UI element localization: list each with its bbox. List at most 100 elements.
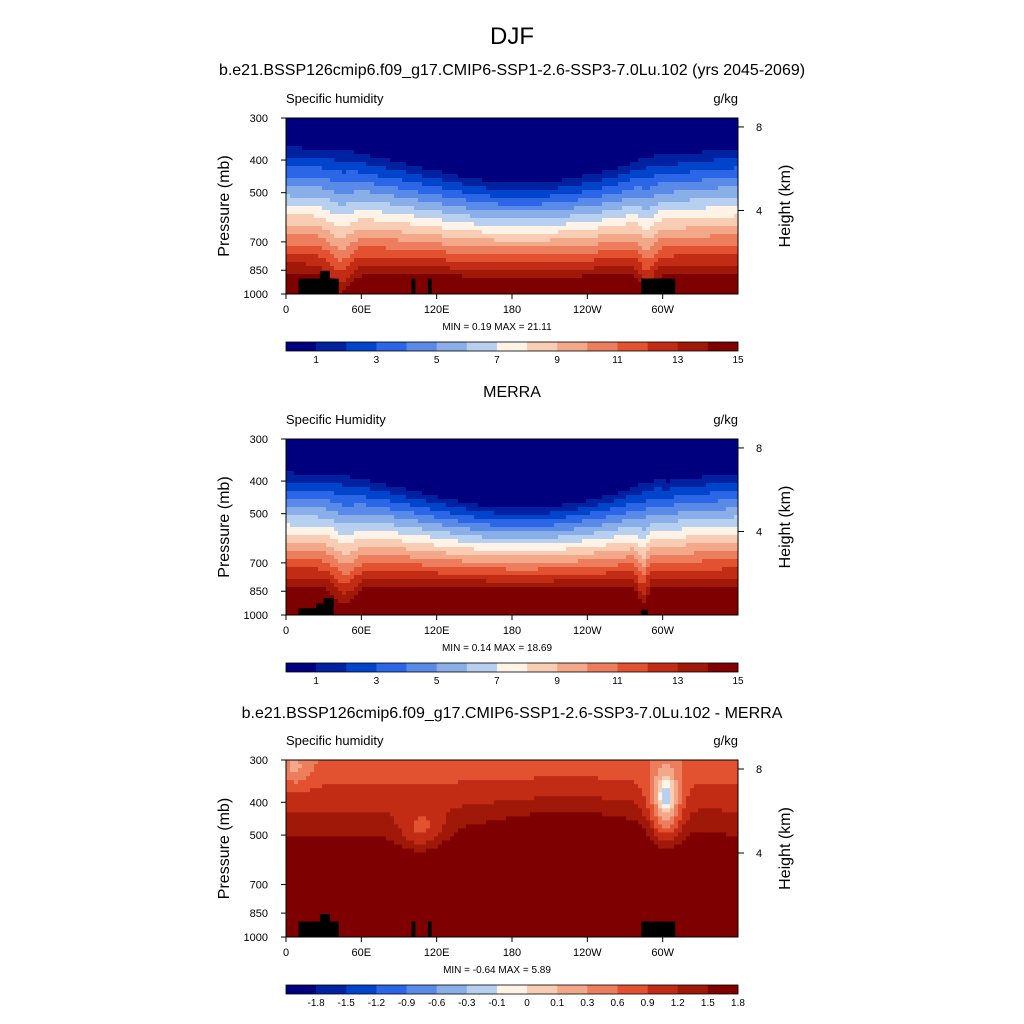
colorbar-swatch [647, 985, 679, 994]
x-tick-label: 180 [503, 625, 521, 637]
colorbar-swatch [406, 342, 437, 351]
y-tick-label: 500 [250, 188, 268, 200]
colorbar-label: 7 [494, 676, 500, 687]
colorbar-swatch [346, 663, 377, 672]
y2-axis-label: Height (km) [777, 807, 794, 890]
colorbar-label: 0.9 [641, 998, 655, 1009]
colorbar-label: 7 [494, 355, 500, 366]
colorbar-swatch [346, 985, 377, 994]
y-tick-label: 300 [250, 113, 268, 125]
x-tick-label: 60E [352, 304, 372, 316]
y-tick-label: 1000 [244, 610, 268, 622]
panel-2: MERRA Specific Humidity g/kg 0 60E 120E 180 120… [216, 384, 794, 687]
units-label: g/kg [713, 91, 738, 106]
y-tick-label: 400 [250, 155, 268, 167]
y-tick-label: 300 [250, 434, 268, 446]
colorbar-label: -1.8 [308, 998, 326, 1009]
colorbar-label: 0.1 [550, 998, 564, 1009]
colorbar-swatch [677, 985, 709, 994]
x-tick-label: 0 [283, 625, 289, 637]
colorbar-swatch [346, 342, 377, 351]
colorbar-swatch [436, 663, 468, 672]
figure-title: DJF [490, 23, 534, 50]
y-tick-label: 700 [250, 558, 268, 570]
y-tick-label: 700 [250, 237, 268, 249]
y-axis-label: Pressure (mb) [216, 155, 233, 256]
colorbar-label: 13 [672, 355, 684, 366]
colorbar-swatch [557, 985, 588, 994]
colorbar-label: -0.9 [398, 998, 416, 1009]
y2-tick-label: 4 [756, 205, 762, 217]
colorbar-swatch [286, 342, 317, 351]
x-tick-label: 180 [503, 304, 521, 316]
y2-axis-label: Height (km) [777, 486, 794, 569]
panels: b.e21.BSSP126cmip6.f09_g17.CMIP6-SSP1-2.… [216, 62, 805, 1009]
y2-tick-label: 4 [756, 848, 762, 860]
topography-mask [298, 913, 676, 937]
y2-tick-label: 8 [756, 443, 762, 455]
colorbar-swatch [707, 663, 739, 672]
colorbar-swatch [466, 985, 498, 994]
colorbar-label: 1.8 [731, 998, 745, 1009]
y-tick-label: 850 [250, 908, 268, 920]
field-plot [286, 760, 738, 937]
colorbar-swatch [286, 663, 317, 672]
colorbar-swatch [466, 663, 498, 672]
colorbar-label: -1.5 [338, 998, 356, 1009]
colorbar-swatch [527, 663, 558, 672]
x-tick-label: 120E [424, 304, 450, 316]
y2-tick-label: 8 [756, 122, 762, 134]
y-axis-label: Pressure (mb) [216, 798, 233, 899]
colorbar-swatch [527, 342, 558, 351]
colorbar-label: 3 [374, 355, 380, 366]
colorbar-label: 15 [732, 676, 744, 687]
colorbar-swatch [436, 985, 468, 994]
x-tick-label: 180 [503, 947, 521, 959]
colorbar-swatch [617, 342, 648, 351]
x-tick-label: 0 [283, 304, 289, 316]
colorbar-label: 9 [554, 676, 560, 687]
x-tick-label: 60W [651, 625, 674, 637]
panel-1: b.e21.BSSP126cmip6.f09_g17.CMIP6-SSP1-2.… [216, 62, 805, 366]
colorbar-label: 13 [672, 676, 684, 687]
y-tick-label: 400 [250, 797, 268, 809]
colorbar-swatch [647, 663, 679, 672]
colorbar-swatch [647, 342, 679, 351]
field-label: Specific humidity [286, 733, 384, 748]
y2-axis-label: Height (km) [777, 165, 794, 248]
colorbar-swatch [527, 985, 558, 994]
colorbar-swatch [316, 342, 347, 351]
colorbar-swatch [376, 342, 407, 351]
colorbar-label: 1 [313, 355, 319, 366]
colorbar: 1 3 5 7 9 11 13 15 [285, 662, 744, 687]
colorbar: 1 3 5 7 9 11 13 15 [285, 341, 744, 366]
topography-mask [298, 271, 676, 294]
colorbar-swatch [316, 985, 347, 994]
colorbar-swatch [587, 985, 618, 994]
field-label: Specific Humidity [286, 412, 386, 427]
y-tick-label: 1000 [244, 932, 268, 944]
panel-title: b.e21.BSSP126cmip6.f09_g17.CMIP6-SSP1-2.… [219, 62, 805, 79]
colorbar-swatch [466, 342, 498, 351]
colorbar-label: 15 [732, 355, 744, 366]
y-axis-label: Pressure (mb) [216, 476, 233, 577]
colorbar-swatch [557, 342, 588, 351]
colorbar-label: 0 [524, 998, 530, 1009]
colorbar-label: 11 [612, 355, 623, 366]
colorbar-swatch [677, 342, 709, 351]
colorbar-label: 1.5 [701, 998, 715, 1009]
y-tick-label: 300 [250, 755, 268, 767]
colorbar-swatch [436, 342, 468, 351]
x-tick-label: 120E [424, 947, 450, 959]
x-tick-label: 60E [352, 625, 372, 637]
colorbar-label: 5 [434, 676, 440, 687]
field-plot [286, 118, 738, 294]
field-label: Specific humidity [286, 91, 384, 106]
x-tick-label: 60W [651, 947, 674, 959]
colorbar-swatch [286, 985, 317, 994]
colorbar-swatch [406, 985, 437, 994]
colorbar: -1.8 -1.5 -1.2 -0.9 -0.6 -0.3 -0.1 0 0.1 0.3 0.6 0.… [285, 984, 745, 1009]
colorbar-swatch [406, 663, 437, 672]
colorbar-swatch [707, 342, 739, 351]
x-tick-label: 0 [283, 947, 289, 959]
